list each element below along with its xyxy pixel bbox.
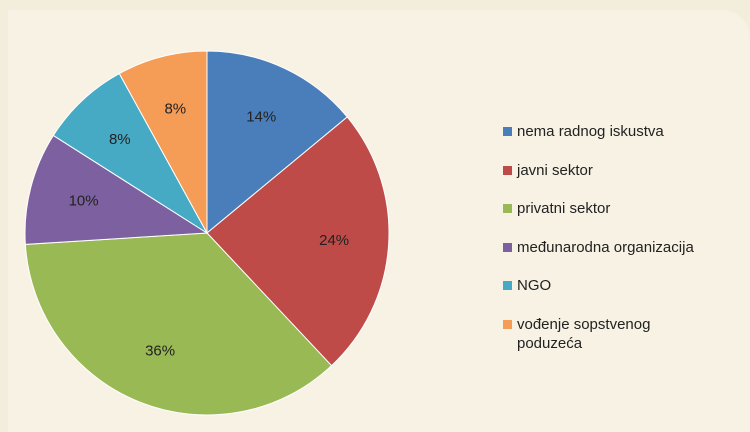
- legend-label: NGO: [517, 277, 552, 294]
- data-label: 36%: [145, 342, 175, 359]
- legend-item: javni sektor: [503, 161, 703, 200]
- legend-label: nema radnog iskustva: [517, 123, 664, 140]
- pie-slice: [118, 50, 208, 234]
- legend-swatch: [503, 127, 512, 136]
- legend-item: NGO: [503, 276, 703, 315]
- legend-swatch: [503, 165, 512, 175]
- pie-slice: [206, 50, 348, 235]
- data-label: 14%: [246, 109, 276, 126]
- legend-swatch: [503, 242, 512, 252]
- legend-item: međunarodna organizacija: [503, 238, 703, 277]
- pie-slice: [24, 134, 209, 245]
- pie-slice: [206, 116, 390, 367]
- pie-slice: [52, 72, 208, 234]
- pie-slice: [24, 232, 333, 416]
- data-label: 8%: [109, 131, 131, 148]
- legend-label: privatni sektor: [517, 200, 611, 217]
- legend-swatch: [503, 319, 512, 329]
- legend-item: vođenje sopstvenog poduzeća: [503, 315, 703, 354]
- legend-label: vođenje sopstvenog poduzeća: [517, 315, 651, 352]
- legend-swatch: [503, 204, 512, 213]
- data-label: 8%: [164, 101, 186, 118]
- legend-item: nema radnog iskustva: [503, 122, 703, 161]
- legend-item: privatni sektor: [503, 199, 703, 238]
- legend-swatch: [503, 281, 512, 290]
- legend: nema radnog iskustva javni sektor privatni…: [503, 122, 703, 353]
- data-label: 10%: [69, 192, 99, 209]
- legend-label: međunarodna organizacija: [517, 238, 694, 256]
- data-label: 24%: [319, 232, 349, 249]
- legend-label: javni sektor: [517, 161, 593, 179]
